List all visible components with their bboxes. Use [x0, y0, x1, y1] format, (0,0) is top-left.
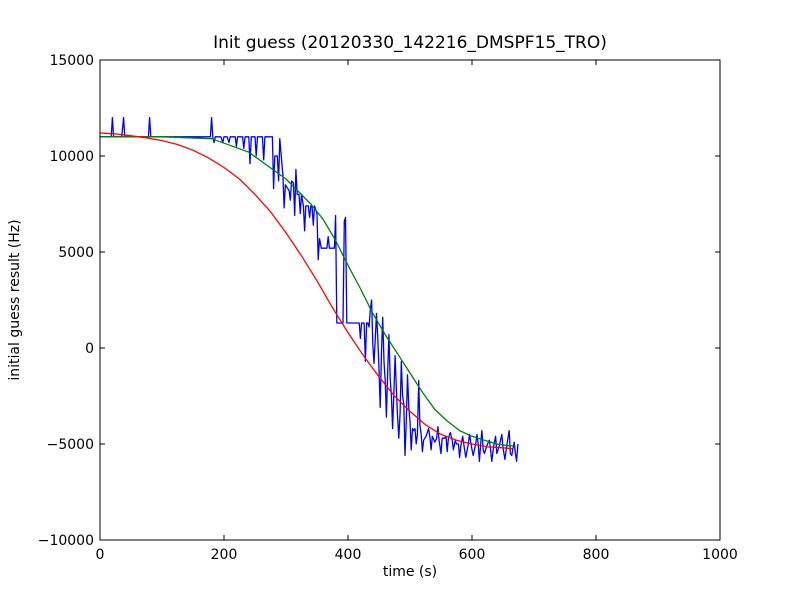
y-tick-label: 15000 [49, 53, 94, 69]
x-tick-label: 200 [211, 547, 238, 563]
x-tick-label: 400 [335, 547, 362, 563]
chart-title: Init guess (20120330_142216_DMSPF15_TRO) [213, 33, 607, 53]
series-line-0 [100, 116, 519, 462]
x-tick-label: 600 [459, 547, 486, 563]
series-line-1 [100, 136, 516, 447]
x-tick-label: 0 [96, 547, 105, 563]
ticks-layer: 0 200 400 600 800 1000 −10000 −5000 0 5000 10000 15… [38, 53, 738, 563]
y-tick-label: 10000 [49, 149, 94, 165]
y-tick-label: −10000 [38, 533, 94, 549]
x-tick-label: 1000 [702, 547, 738, 563]
y-tick-label: −5000 [47, 437, 94, 453]
y-tick-label: 0 [85, 341, 94, 357]
x-tick-label: 800 [583, 547, 610, 563]
series-layer [100, 116, 519, 462]
y-axis-label: initial guess result (Hz) [7, 219, 23, 380]
x-axis-label: time (s) [383, 564, 437, 580]
plot-frame [99, 59, 721, 541]
y-tick-label: 5000 [58, 245, 94, 261]
series-line-2 [100, 132, 513, 450]
plot-area [100, 60, 720, 540]
